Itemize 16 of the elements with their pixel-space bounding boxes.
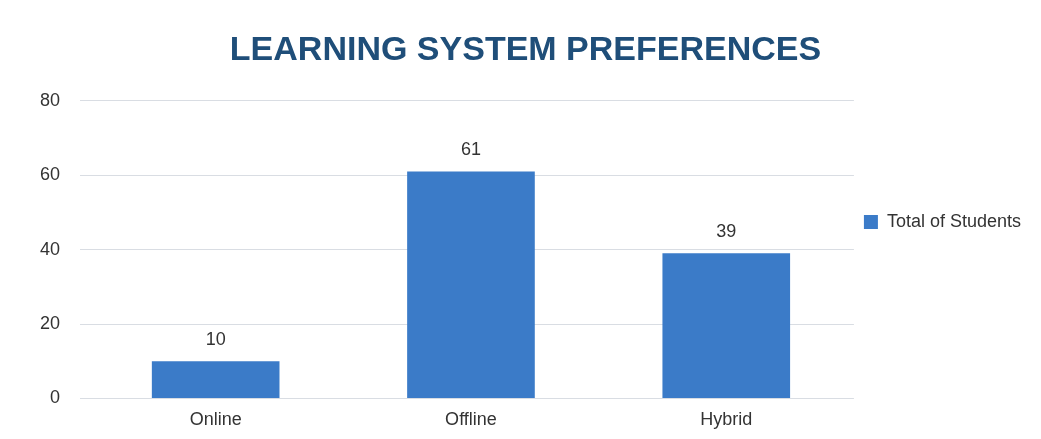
chart-title: LEARNING SYSTEM PREFERENCES	[229, 28, 822, 67]
bar	[662, 253, 791, 398]
y-tick-label: 40	[39, 238, 61, 259]
x-tick-label: Hybrid	[700, 409, 753, 430]
bar	[407, 171, 535, 398]
x-tick-label: Offline	[445, 409, 497, 430]
bar	[151, 361, 280, 398]
y-tick-label: 60	[39, 164, 61, 185]
data-label: 39	[716, 221, 737, 242]
y-tick-label: 80	[39, 89, 61, 110]
data-label: 61	[460, 139, 481, 160]
y-tick-label: 0	[50, 387, 61, 408]
y-tick-label: 20	[39, 312, 61, 333]
x-tick-label: Online	[189, 409, 242, 430]
data-label: 10	[205, 329, 226, 350]
legend-label: Total of Students	[886, 210, 1022, 231]
